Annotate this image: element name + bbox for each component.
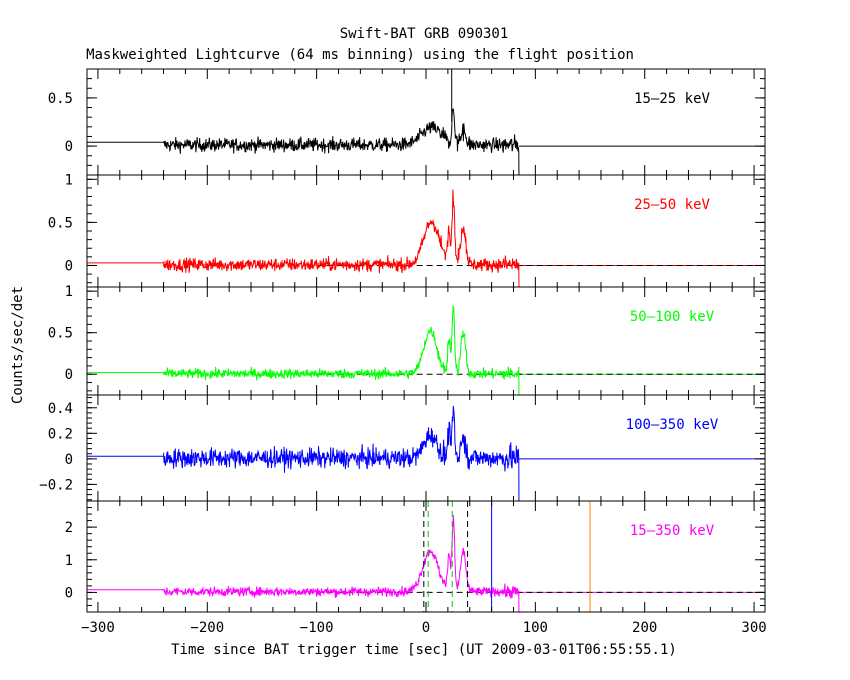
x-tick-label: 300	[741, 620, 766, 636]
y-tick-label: 0.5	[48, 215, 73, 231]
panel-1: 0 0.5 15–25 keV	[48, 68, 766, 176]
panel-4-data	[87, 405, 765, 501]
legend-label: 15–350 keV	[630, 523, 715, 539]
y-tick-label: 0	[65, 452, 73, 468]
legend-label: 25–50 keV	[634, 197, 710, 213]
y-tick-label: 0.5	[48, 91, 73, 107]
panel-5-data	[87, 501, 765, 612]
panel-1-data	[87, 69, 765, 175]
panel-2: 0 0.5 1 25–50 keV	[48, 172, 766, 288]
y-tick-label: 1	[65, 284, 73, 300]
y-tick-label: 0.5	[48, 326, 73, 342]
x-tick-label: −100	[300, 620, 334, 636]
series-line	[163, 305, 520, 395]
legend-label: 50–100 keV	[630, 309, 715, 325]
series-line	[163, 405, 520, 501]
panels-group: 0 0.5 15–25 keV 0 0.5 1 25–50 keV 0 0.5 1 50–100 k…	[39, 68, 767, 636]
y-tick-label: 1	[65, 172, 73, 188]
panel-3: 0 0.5 1 50–100 keV	[48, 284, 766, 396]
x-axis-label: Time since BAT trigger time [sec] (UT 20…	[171, 642, 677, 658]
y-axis-label: Counts/sec/det	[10, 286, 26, 404]
panel-2-data	[87, 189, 765, 287]
series-line	[163, 108, 520, 175]
series-line	[163, 189, 520, 287]
x-tick-label: 100	[523, 620, 548, 636]
panel-3-data	[87, 305, 765, 395]
legend-label: 15–25 keV	[634, 91, 710, 107]
panel-4: −0.2 0 0.2 0.4 100–350 keV	[39, 394, 766, 502]
y-tick-label: 0	[65, 367, 73, 383]
y-tick-label: 0.2	[48, 426, 73, 442]
legend-label: 100–350 keV	[626, 417, 719, 433]
y-tick-label: 0	[65, 258, 73, 274]
x-tick-label: 0	[422, 620, 430, 636]
y-tick-label: 0.4	[48, 401, 73, 417]
y-tick-label: 1	[65, 553, 73, 569]
x-tick-label: −300	[81, 620, 115, 636]
panel-frame	[86, 394, 766, 502]
y-tick-label: 2	[65, 520, 73, 536]
panel-frame	[86, 68, 766, 176]
chart-title: Swift-BAT GRB 090301	[340, 26, 509, 42]
x-tick-label: −200	[190, 620, 224, 636]
panel-5: 0 1 2 15–350 keV	[65, 500, 766, 613]
series-line	[163, 514, 520, 612]
y-tick-label: 0	[65, 585, 73, 601]
x-tick-label: 200	[632, 620, 657, 636]
chart-subtitle: Maskweighted Lightcurve (64 ms binning) …	[86, 47, 634, 63]
y-tick-label: −0.2	[39, 477, 73, 493]
y-tick-label: 0	[65, 139, 73, 155]
